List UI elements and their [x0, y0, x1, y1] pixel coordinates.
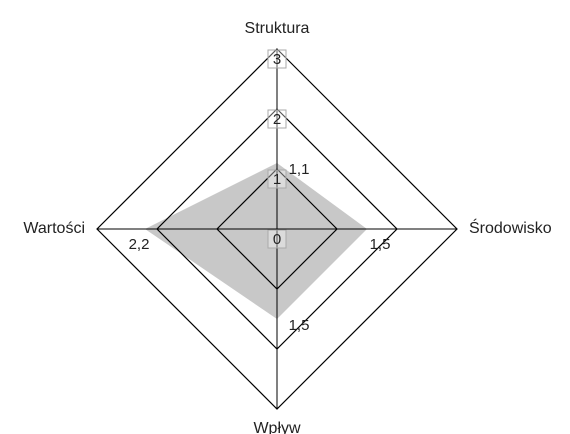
tick-box	[267, 49, 287, 69]
tick-box	[267, 109, 287, 129]
value-label: 2,2	[129, 236, 150, 253]
value-label: 1,5	[289, 317, 310, 334]
tick-label: 1	[273, 171, 281, 188]
tick-label: 0	[273, 231, 281, 248]
tick-label: 2	[273, 111, 281, 128]
category-label: Wpływ	[253, 420, 301, 434]
tick-box	[267, 169, 287, 189]
category-label: Wartości	[23, 220, 85, 237]
value-label: 1,5	[370, 236, 391, 253]
category-label: Środowisko	[469, 218, 552, 237]
data-area	[145, 163, 367, 319]
tick-box	[267, 229, 287, 249]
category-label: Struktura	[245, 20, 310, 37]
tick-label: 3	[273, 51, 281, 68]
value-label: 1,1	[289, 161, 310, 178]
